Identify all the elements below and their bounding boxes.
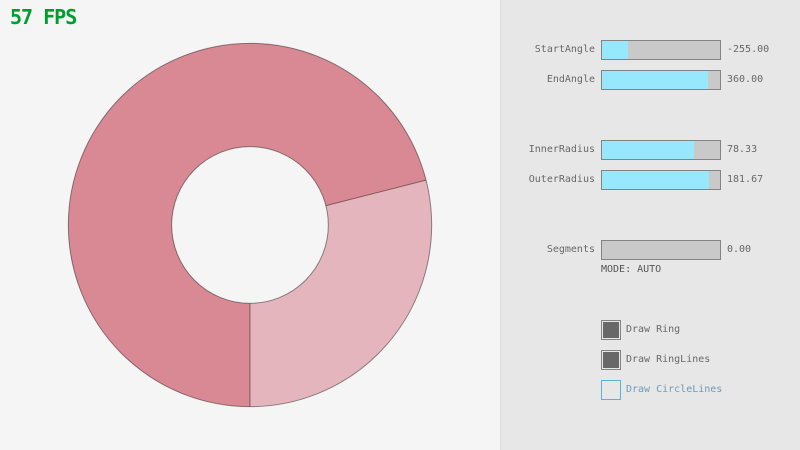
slider-startangle[interactable]	[601, 40, 721, 60]
draw-circlelines-checkbox[interactable]	[601, 380, 621, 400]
fps-counter: 57 FPS	[10, 5, 77, 29]
checkbox-row-draw-ring: Draw Ring	[501, 320, 800, 340]
ring-canvas	[67, 42, 433, 408]
slider-label: Segments	[546, 244, 595, 255]
slider-label: InnerRadius	[528, 144, 595, 155]
slider-row-startangle: StartAngle -255.00	[501, 40, 800, 60]
ring-inner-outline	[171, 146, 329, 304]
slider-value: 0.00	[727, 244, 752, 255]
ring-hole	[171, 146, 329, 304]
slider-endangle[interactable]	[601, 70, 721, 90]
slider-row-segments: Segments 0.00	[501, 240, 800, 260]
draw-ring-checkbox[interactable]	[601, 320, 621, 340]
slider-label: StartAngle	[534, 44, 595, 55]
slider-fill	[602, 141, 694, 159]
settings-panel: StartAngle -255.00 EndAngle 360.00 Inner…	[500, 0, 800, 450]
slider-row-innerradius: InnerRadius 78.33	[501, 140, 800, 160]
checkbox-row-draw-circlelines: Draw CircleLines	[501, 380, 800, 400]
slider-fill	[602, 171, 709, 189]
ring-outer-outline	[67, 42, 433, 408]
checkbox-row-draw-ringlines: Draw RingLines	[501, 350, 800, 370]
checkbox-label: Draw RingLines	[626, 354, 711, 365]
slider-label: EndAngle	[546, 74, 595, 85]
checkbox-label: Draw CircleLines	[626, 384, 723, 395]
draw-ringlines-checkbox[interactable]	[601, 350, 621, 370]
slider-value: -255.00	[727, 44, 770, 55]
slider-row-outerradius: OuterRadius 181.67	[501, 170, 800, 190]
check-mark	[603, 352, 619, 368]
ring-radial-line-right	[325, 179, 427, 207]
checkbox-label: Draw Ring	[626, 324, 681, 335]
slider-innerradius[interactable]	[601, 140, 721, 160]
slider-fill	[602, 41, 628, 59]
slider-label: OuterRadius	[528, 174, 595, 185]
check-mark	[603, 322, 619, 338]
slider-row-endangle: EndAngle 360.00	[501, 70, 800, 90]
slider-outerradius[interactable]	[601, 170, 721, 190]
slider-value: 360.00	[727, 74, 764, 85]
mode-text: MODE: AUTO	[601, 264, 662, 275]
slider-value: 181.67	[727, 174, 764, 185]
slider-value: 78.33	[727, 144, 758, 155]
slider-segments[interactable]	[601, 240, 721, 260]
slider-fill	[602, 71, 708, 89]
